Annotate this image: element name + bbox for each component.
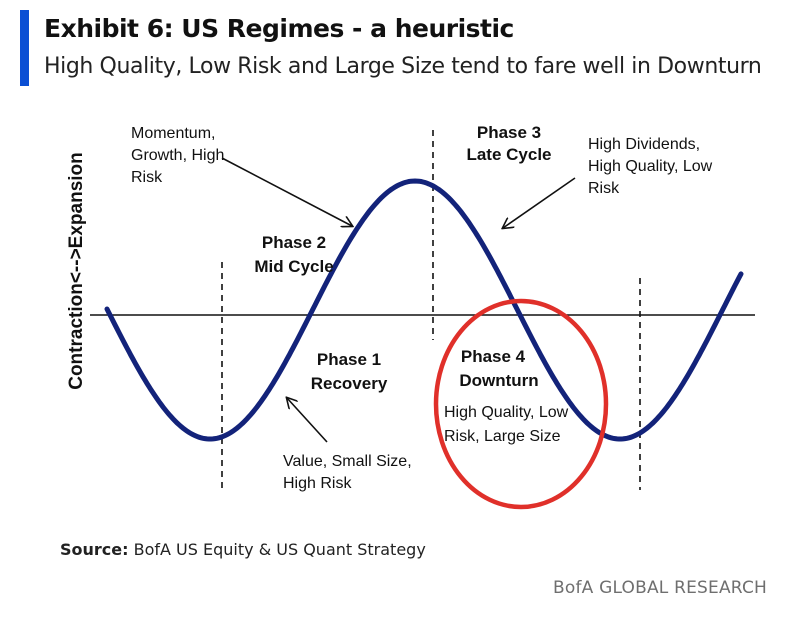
source-text: BofA US Equity & US Quant Strategy	[133, 540, 426, 559]
momentum-arrow	[221, 157, 352, 226]
value-arrow	[287, 398, 328, 443]
midcycle-factors-line-1: Momentum,	[131, 125, 215, 142]
latecycle-factors-line-2: High Quality, Low	[588, 158, 713, 175]
y-axis-label: Contraction<-->Expansion	[66, 152, 87, 390]
phase-2-stage: Mid Cycle	[254, 257, 333, 276]
business-cycle-curve	[104, 178, 744, 442]
brand-footer: BofA GLOBAL RESEARCH	[553, 578, 768, 598]
recovery-factors-line-2: High Risk	[283, 475, 352, 492]
phase-1-name: Phase 1	[317, 350, 381, 369]
title-accent-bar	[20, 10, 29, 86]
midcycle-factors-line-2: Growth, High	[131, 147, 224, 164]
downturn-factors-line-1: High Quality, Low	[444, 404, 569, 421]
source-note: Source: BofA US Equity & US Quant Strate…	[60, 540, 426, 559]
downturn-highlight-circle	[433, 298, 609, 510]
midcycle-factors-line-3: Risk	[131, 169, 163, 186]
latecycle-factors-line-1: High Dividends,	[588, 136, 700, 153]
exhibit-title: Exhibit 6: US Regimes - a heuristic	[44, 14, 514, 43]
downturn-factors-line-2: Risk, Large Size	[444, 428, 561, 445]
phase-2-name: Phase 2	[262, 233, 326, 252]
exhibit-subtitle: High Quality, Low Risk and Large Size te…	[44, 54, 762, 79]
recovery-factors-line-1: Value, Small Size,	[283, 453, 412, 470]
phase-1-stage: Recovery	[311, 374, 388, 393]
source-label: Source:	[60, 540, 129, 559]
latecycle-factors-line-3: Risk	[588, 180, 620, 197]
phase-3-stage: Late Cycle	[466, 145, 551, 164]
high-dividends-arrow	[503, 177, 576, 228]
phase-4-name: Phase 4	[461, 347, 526, 366]
phase-3-name: Phase 3	[477, 123, 541, 142]
phase-4-stage: Downturn	[459, 371, 538, 390]
